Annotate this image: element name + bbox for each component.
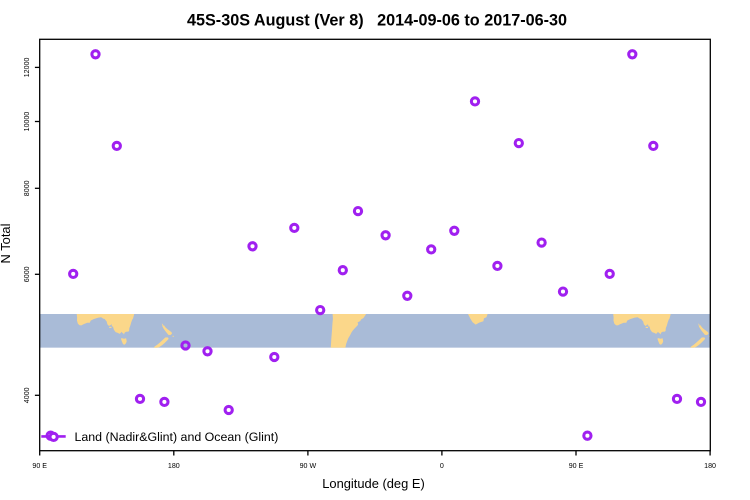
svg-text:45S-30S August (Ver 8) 2014-: 45S-30S August (Ver 8) 2014-09-06 to 201… [187, 12, 567, 30]
svg-text:0: 0 [440, 462, 444, 470]
svg-text:10000: 10000 [23, 112, 31, 132]
svg-text:N Total: N Total [0, 224, 13, 264]
svg-text:90 E: 90 E [32, 462, 47, 470]
svg-text:Longitude (deg E): Longitude (deg E) [322, 476, 424, 491]
svg-text:90 E: 90 E [569, 462, 584, 470]
svg-text:12000: 12000 [23, 57, 31, 77]
svg-text:8000: 8000 [23, 180, 31, 196]
svg-text:90 W: 90 W [300, 462, 317, 470]
svg-text:6000: 6000 [23, 266, 31, 282]
svg-text:Land (Nadir&Glint) and Ocean (: Land (Nadir&Glint) and Ocean (Glint) [75, 430, 279, 444]
svg-text:180: 180 [168, 462, 180, 470]
svg-text:4000: 4000 [23, 387, 31, 403]
svg-text:180: 180 [704, 462, 716, 470]
